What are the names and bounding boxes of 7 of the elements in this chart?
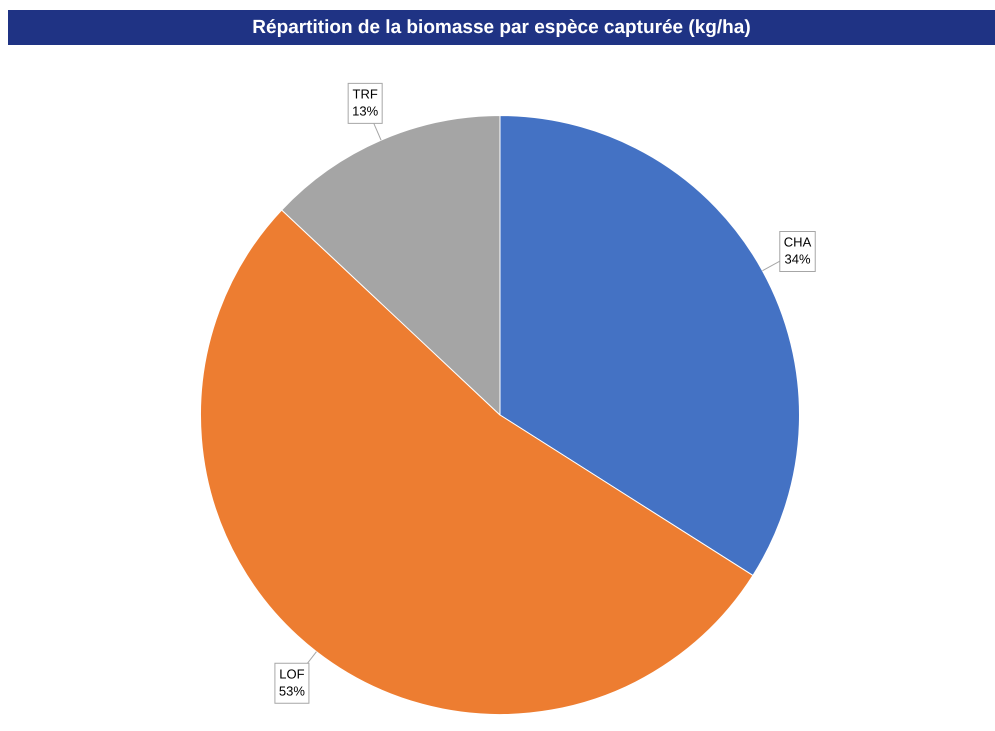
data-label: 53% xyxy=(278,683,306,698)
slice-label: LOF xyxy=(279,666,305,682)
chart-title: Répartition de la biomasse par espèce capturée (kg/ha) xyxy=(8,10,995,45)
slice-label: TRF xyxy=(352,86,378,102)
slice-label: CHA xyxy=(784,234,812,250)
data-label: 13% xyxy=(352,104,379,118)
data-label: 34% xyxy=(784,252,811,267)
